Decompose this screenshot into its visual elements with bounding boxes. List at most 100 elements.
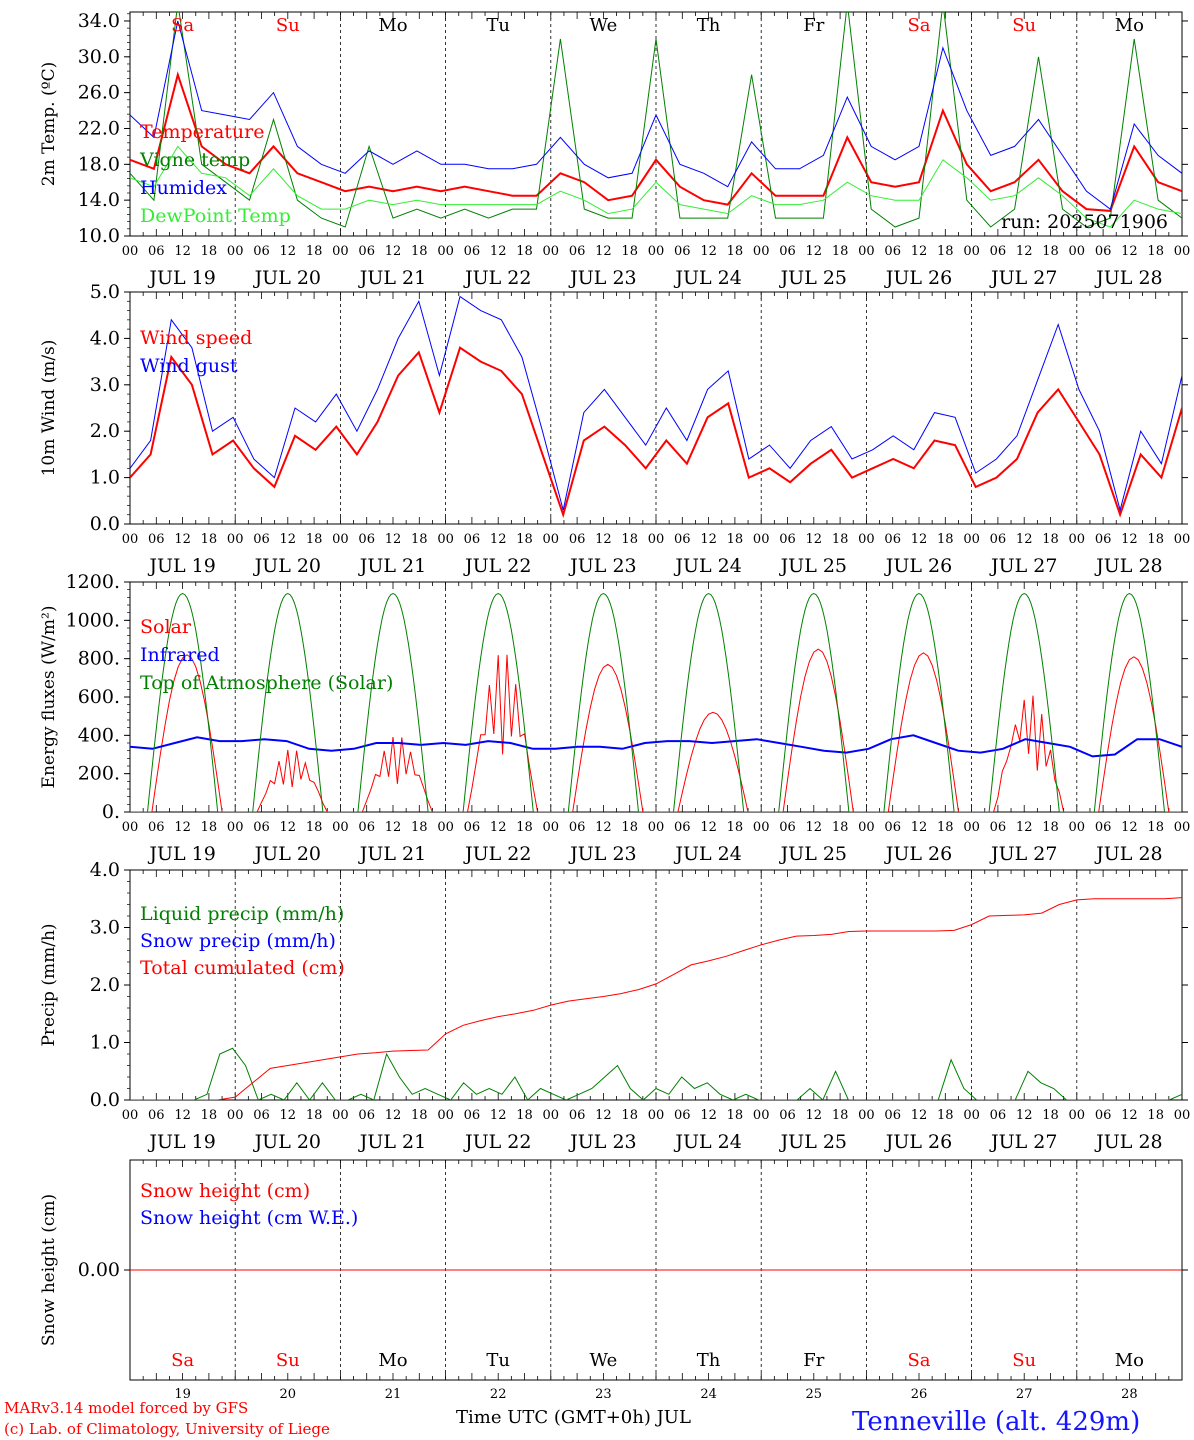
y-tick-label: 14.0 xyxy=(78,189,120,211)
hour-tick-label: 18 xyxy=(832,532,849,547)
hour-tick-label: 00 xyxy=(753,244,770,259)
panel-4: 0.0 1.0 2.0 3.0 4.0 Precip (mm/h) 00 06 12 18 JUL … xyxy=(39,859,1190,1153)
hour-tick-label: 12 xyxy=(806,244,823,259)
legend-entry: Temperature xyxy=(140,121,264,143)
hour-tick-label: 00 xyxy=(858,1108,875,1123)
date-label: JUL 24 xyxy=(673,267,741,289)
hour-tick-label: 12 xyxy=(595,244,612,259)
date-label: JUL 26 xyxy=(884,1131,952,1153)
hour-tick-label: 18 xyxy=(1147,532,1164,547)
hour-tick-label: 00 xyxy=(437,1108,454,1123)
legend-entry: DewPoint Temp xyxy=(140,205,291,227)
day-of-week-label: Mo xyxy=(1115,15,1144,36)
hour-tick-label: 00 xyxy=(1069,820,1086,835)
day-number-label: 26 xyxy=(911,1387,928,1402)
series-line-total-cumulated-cm- xyxy=(130,897,1182,1100)
series-group xyxy=(130,295,1182,519)
hour-tick-label: 06 xyxy=(884,820,901,835)
hour-tick-label: 00 xyxy=(648,532,665,547)
series-line-solar xyxy=(130,648,1182,812)
date-label: JUL 21 xyxy=(358,267,426,289)
date-label: JUL 23 xyxy=(568,1131,636,1153)
y-tick-label: 200. xyxy=(78,763,120,785)
date-label: JUL 28 xyxy=(1094,1131,1162,1153)
hour-tick-label: 12 xyxy=(385,820,402,835)
date-label: JUL 20 xyxy=(253,1131,321,1153)
hour-tick-label: 18 xyxy=(201,820,218,835)
hour-tick-label: 06 xyxy=(990,820,1007,835)
hour-tick-label: 00 xyxy=(122,532,139,547)
hour-tick-label: 18 xyxy=(306,820,323,835)
hour-tick-label: 12 xyxy=(385,244,402,259)
series-line-temperature xyxy=(130,71,1182,212)
day-of-week-label: Mo xyxy=(378,15,407,36)
hour-tick-label: 06 xyxy=(358,244,375,259)
hour-tick-label: 06 xyxy=(569,820,586,835)
y-tick-label: 3.0 xyxy=(90,917,120,939)
hour-tick-label: 00 xyxy=(1174,820,1191,835)
hour-tick-label: 00 xyxy=(332,532,349,547)
hour-tick-label: 18 xyxy=(201,244,218,259)
hour-tick-label: 12 xyxy=(700,532,717,547)
y-tick-label: 2.0 xyxy=(90,974,120,996)
footer-credit-line: (c) Lab. of Climatology, University of L… xyxy=(4,1420,330,1438)
hour-tick-label: 12 xyxy=(280,1108,297,1123)
hour-tick-label: 06 xyxy=(990,532,1007,547)
hour-tick-label: 18 xyxy=(1042,820,1059,835)
panel-3: 0. 200. 400. 600. 800. 1000. 1200. Energy fluxe… xyxy=(39,571,1190,865)
hour-tick-label: 06 xyxy=(358,820,375,835)
hour-tick-label: 06 xyxy=(569,244,586,259)
hour-tick-label: 12 xyxy=(490,244,507,259)
hour-tick-label: 12 xyxy=(490,532,507,547)
hour-tick-label: 18 xyxy=(621,244,638,259)
hour-tick-label: 00 xyxy=(543,244,560,259)
series-group xyxy=(130,12,1182,228)
y-tick-label: 0.00 xyxy=(78,1259,120,1281)
legend-entry: Snow height (cm) xyxy=(140,1180,310,1202)
hour-tick-label: 00 xyxy=(648,1108,665,1123)
date-label: JUL 26 xyxy=(884,267,952,289)
day-of-week-label: Su xyxy=(1012,1350,1036,1371)
series-group xyxy=(130,592,1182,812)
hour-tick-label: 00 xyxy=(1174,1108,1191,1123)
date-label: JUL 25 xyxy=(779,267,847,289)
hour-tick-label: 06 xyxy=(253,820,270,835)
day-number-label: 24 xyxy=(700,1387,717,1402)
y-tick-label: 30.0 xyxy=(78,46,120,68)
hour-tick-label: 18 xyxy=(306,1108,323,1123)
hour-tick-label: 12 xyxy=(174,244,191,259)
hour-tick-label: 00 xyxy=(122,820,139,835)
hour-tick-label: 12 xyxy=(806,532,823,547)
y-tick-label: 18.0 xyxy=(78,153,120,175)
hour-tick-label: 12 xyxy=(911,244,928,259)
y-tick-label: 1.0 xyxy=(90,1032,120,1054)
y-tick-label: 400. xyxy=(78,724,120,746)
date-label: JUL 19 xyxy=(147,843,215,865)
hour-tick-label: 00 xyxy=(1069,244,1086,259)
series-line-infrared xyxy=(130,734,1182,758)
hour-tick-label: 18 xyxy=(516,820,533,835)
day-of-week-label: Sa xyxy=(171,15,194,36)
day-of-week-label: Th xyxy=(697,15,721,36)
hour-tick-label: 06 xyxy=(779,532,796,547)
y-tick-label: 4.0 xyxy=(90,327,120,349)
hour-tick-label: 00 xyxy=(963,820,980,835)
hour-tick-label: 00 xyxy=(332,244,349,259)
date-label: JUL 28 xyxy=(1094,267,1162,289)
hour-tick-label: 12 xyxy=(1016,532,1033,547)
hour-tick-label: 06 xyxy=(148,244,165,259)
hour-tick-label: 00 xyxy=(227,532,244,547)
hour-tick-label: 00 xyxy=(1069,1108,1086,1123)
date-label: JUL 27 xyxy=(989,267,1057,289)
hour-tick-label: 00 xyxy=(648,820,665,835)
hour-tick-label: 12 xyxy=(174,1108,191,1123)
legend-entry: Wind speed xyxy=(140,327,252,349)
legend-entry: Vigne temp xyxy=(139,149,250,171)
hour-tick-label: 06 xyxy=(148,820,165,835)
hour-tick-label: 00 xyxy=(858,244,875,259)
date-label: JUL 22 xyxy=(463,555,531,577)
y-tick-label: 10.0 xyxy=(78,225,120,247)
legend-entry: Solar xyxy=(140,616,192,638)
date-label: JUL 25 xyxy=(779,555,847,577)
panel-5: 0.00 Snow height (cm) Snow height (cm) Snow… xyxy=(39,1159,1188,1402)
